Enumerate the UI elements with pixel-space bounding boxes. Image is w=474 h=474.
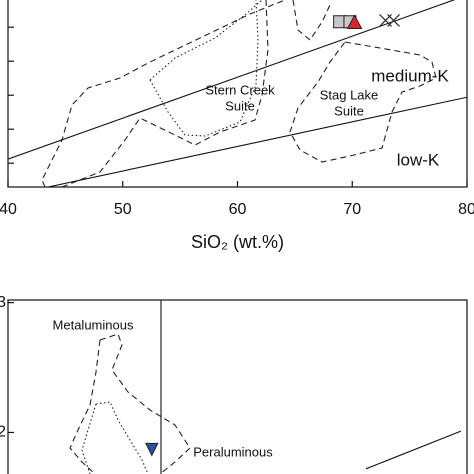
annotation: Stag Lake: [320, 87, 379, 102]
marker-triangle: [346, 14, 363, 29]
fields-bottom: [69, 333, 191, 474]
boundary-line: [48, 96, 467, 187]
x-tick-label: 40: [0, 201, 17, 218]
field-dotted: [149, 0, 263, 137]
x-tick-label: 60: [229, 201, 247, 218]
plot-area: [145, 300, 462, 474]
y-tick-label: 2: [0, 424, 6, 441]
marker-cross: [387, 13, 401, 27]
boundary-line: [365, 430, 462, 470]
x-tick-label: 50: [114, 201, 132, 218]
annotation: Peraluminous: [193, 444, 273, 459]
field-stern-creek: [41, 0, 331, 187]
plot-area: [8, 0, 467, 187]
fields-top: [41, 0, 437, 187]
field-stag-lake: [289, 41, 437, 163]
annotation: Suite: [225, 98, 255, 113]
y-tick-label: 3: [0, 294, 6, 311]
marker-triangle-down: [145, 442, 159, 457]
field-dotted-bottom: [81, 401, 149, 474]
plot-frame: [7, 299, 468, 474]
field-dashed-bottom: [69, 333, 191, 474]
annotation: medium-K: [371, 66, 449, 85]
annotation: Metaluminous: [53, 317, 134, 332]
annotation: Suite: [334, 103, 364, 118]
annotation: Stern Creek: [205, 82, 275, 97]
x-axis-title: SiO₂ (wt.%): [191, 232, 284, 252]
annotation: low-K: [397, 150, 440, 169]
x-tick-label: 70: [343, 201, 361, 218]
x-tick-label: 80: [458, 201, 474, 218]
